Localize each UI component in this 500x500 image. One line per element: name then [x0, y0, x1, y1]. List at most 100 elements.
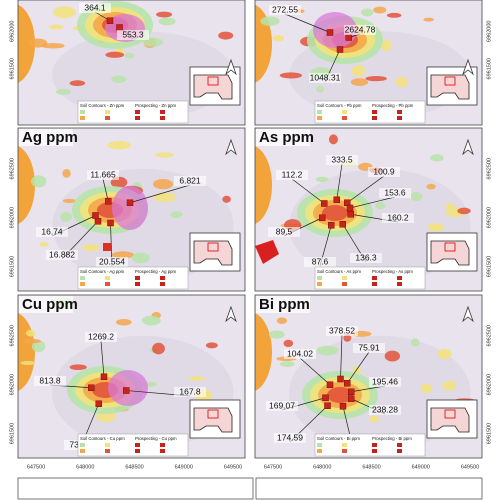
north-arrow [225, 138, 237, 156]
soil-contour [442, 380, 457, 391]
legend-title: Prospecting - Pb ppm [372, 103, 414, 108]
y-coordinate: 6961500 [486, 256, 492, 277]
y-coordinate: 6962000 [9, 374, 15, 395]
x-coordinate: 649000 [412, 464, 430, 470]
legend-swatch [160, 110, 165, 114]
panel-frame [17, 294, 246, 459]
label-bg [34, 376, 66, 386]
leader-line [284, 13, 331, 33]
legend-swatch [372, 110, 377, 114]
legend-swatch [372, 282, 377, 286]
legend-swatch [80, 276, 85, 280]
sample-point [92, 212, 99, 219]
leader-line [340, 334, 343, 380]
soil-contour [361, 8, 374, 17]
legend-title: Prospecting - Bi ppm [372, 436, 412, 441]
sample-point [328, 222, 335, 229]
soil-contour [62, 168, 71, 178]
orange-unit [18, 146, 35, 224]
legend-swatch [160, 276, 165, 280]
legend-swatch [105, 449, 110, 453]
soil-contour [188, 376, 205, 381]
legend-swatch [372, 276, 377, 280]
legend-swatch [397, 282, 402, 286]
label-bg [87, 170, 119, 180]
hill-shade [52, 31, 234, 119]
inset-boundary [193, 240, 233, 266]
x-coordinate: 648000 [76, 464, 94, 470]
y-coordinate: 6962500 [9, 325, 15, 346]
legend-swatch [160, 443, 165, 447]
inset-boundary [193, 407, 233, 433]
x-coordinate: 648500 [362, 464, 380, 470]
label-bg [344, 25, 376, 35]
soil-contour [351, 65, 366, 77]
soil-contour [272, 35, 285, 42]
panel-title: Cu ppm [22, 296, 78, 313]
title-bg [19, 296, 73, 313]
sample-point [126, 199, 134, 206]
legend-swatch [135, 282, 140, 286]
soil-contour [31, 340, 46, 353]
soil-contour [82, 244, 101, 252]
red-unit [255, 240, 279, 264]
legend-swatch [342, 282, 347, 286]
legend-title: Soil Contours - Cu ppm [80, 436, 125, 441]
north-arrow [225, 305, 237, 323]
label-bg [36, 227, 68, 237]
soil-contour [328, 134, 338, 145]
sample-point [322, 394, 329, 401]
orange-unit [255, 146, 272, 224]
leader-line [299, 357, 331, 386]
legend-swatch [372, 449, 377, 453]
soil-contour [141, 315, 161, 326]
soil-contour [268, 330, 285, 339]
inset-boundary [430, 407, 470, 433]
legend-swatch [80, 110, 85, 114]
soil-contour [343, 334, 352, 342]
label-bg [326, 155, 358, 165]
map-content: 378.52 104.02 75.91 195.46 169.07 238.28 174.5… [255, 295, 482, 458]
soil-contour [350, 78, 369, 87]
leader-line [346, 351, 370, 384]
panel-title: As ppm [259, 129, 314, 146]
inset-boundary [430, 240, 470, 266]
map-content: 11.665 6.821 16.74 16.882 20.554 Soil Contour… [18, 128, 245, 291]
sample-label: 20.554 [99, 256, 125, 266]
legend-swatch [317, 443, 322, 447]
legend-title: Prospecting - Ag ppm [135, 269, 177, 274]
sample-label: 2624.78 [345, 24, 376, 34]
label-bg [174, 176, 206, 186]
leader-line [100, 340, 105, 377]
sample-point [333, 196, 340, 203]
soil-contour [327, 387, 353, 403]
sample-point [105, 198, 112, 205]
x-coordinate: 649500 [461, 464, 479, 470]
soil-contour [28, 38, 48, 48]
soil-contour [23, 338, 41, 344]
legend-swatch [80, 449, 85, 453]
leader-line [336, 163, 343, 200]
map-panel: 364.1 553.3 Soil Contours - Zn ppm Prospect… [9, 0, 246, 126]
x-coordinate: 647500 [264, 464, 282, 470]
x-coordinate: 647500 [27, 464, 45, 470]
soil-contour [260, 16, 280, 26]
soil-contour [69, 80, 86, 87]
sample-point [94, 218, 102, 225]
panel-frame [254, 0, 483, 126]
legend-swatch [397, 449, 402, 453]
label-bg [174, 387, 206, 397]
soil-contour [322, 205, 348, 221]
sample-label: 238.28 [372, 404, 398, 414]
soil-contour [222, 195, 231, 203]
soil-contour [283, 339, 294, 348]
north-arrow [462, 305, 474, 323]
legend-swatch [105, 116, 110, 120]
legend-swatch [342, 443, 347, 447]
sample-label: 174.59 [277, 432, 303, 442]
label-bg [369, 405, 401, 415]
inset-focus [444, 76, 456, 86]
label-bg [46, 250, 78, 260]
soil-contour [62, 198, 76, 203]
